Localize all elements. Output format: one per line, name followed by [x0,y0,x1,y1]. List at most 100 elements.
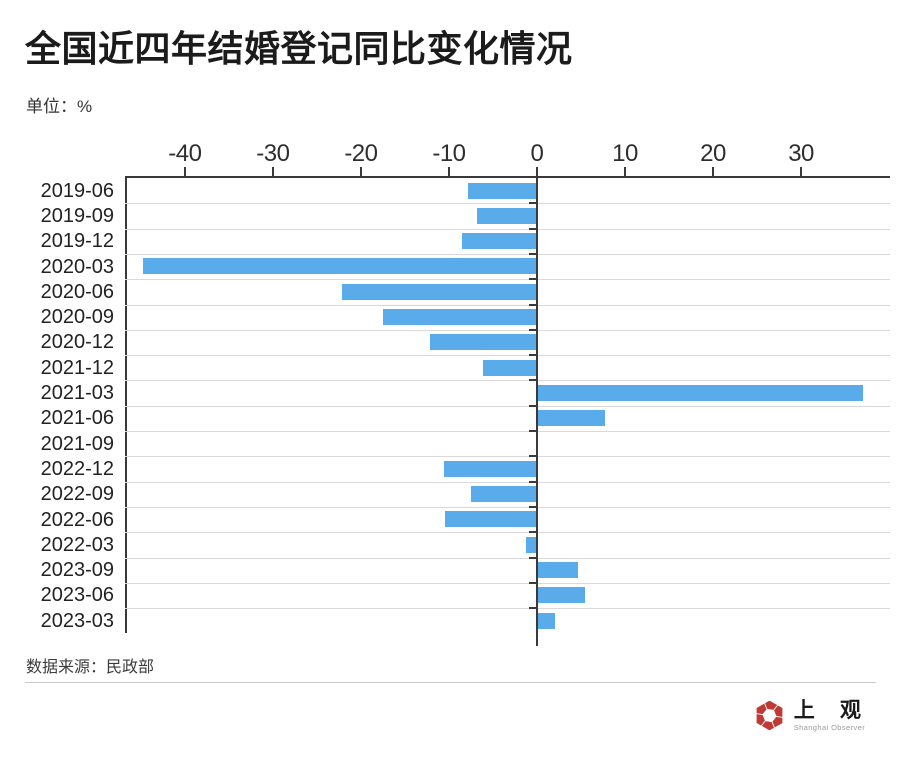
x-axis-tick [183,167,186,176]
gridline [125,532,890,534]
x-tick-label: 10 [612,140,638,167]
bar [477,207,537,224]
zero-axis-tick [528,480,536,483]
zero-axis-tick [528,430,536,432]
aperture-hexagon-icon [753,700,785,731]
x-axis-tick [447,167,450,176]
bar-chart: -40 -30 -20 -10 0 10 20 30 2019-06 2019-09 2019-1… [40,140,890,646]
zero-axis-tick [528,556,536,559]
y-category-label: 2023-06 [40,584,114,607]
y-category-label: 2023-03 [40,609,114,632]
plot-area [125,167,890,646]
zero-axis-tick [528,252,536,255]
x-tick-label: -30 [256,140,290,167]
bar [470,486,537,503]
footer-divider [25,682,876,683]
y-category-label: 2020-06 [40,280,114,303]
zero-axis-tick [528,328,536,331]
gridline [125,253,890,255]
y-category-label: 2019-09 [40,204,114,227]
bar [382,309,537,325]
logo-text-block: 上 观 Shanghai Observer [793,697,870,733]
y-category-label: 2020-03 [40,255,114,278]
source-label: 数据来源：民政部 [26,659,155,676]
y-category-label: 2023-09 [40,559,114,582]
zero-axis-tick [528,278,536,281]
bar [468,182,537,199]
zero-axis-tick [528,531,536,534]
plot-left-border [125,176,127,633]
zero-axis-line [535,176,538,646]
zero-axis-tick [528,227,536,230]
gridline [125,481,890,483]
x-tick-label: -20 [344,140,378,167]
bar [445,511,537,528]
y-category-label: 2022-12 [40,457,114,480]
zero-axis-tick [528,354,536,357]
y-category-label: 2019-12 [40,230,114,253]
gridline [125,456,890,458]
gridline [125,608,890,610]
y-category-label: 2021-12 [40,356,114,379]
bar [483,359,537,376]
y-category-label: 2020-09 [40,306,114,329]
x-axis-tick [712,167,715,176]
bar [537,587,585,604]
y-category-label: 2019-06 [40,179,114,202]
y-category-label: 2021-09 [40,432,114,455]
bar [526,536,537,553]
shanghai-observer-logo: 上 观 Shanghai Observer [753,697,870,733]
zero-axis-tick [528,303,536,306]
bar [537,384,863,401]
gridline [125,304,890,306]
zero-axis-tick [528,581,536,584]
zero-axis-tick [528,505,536,508]
bar [462,233,537,250]
logo-cn-text: 上 观 [793,697,870,722]
gridline [125,203,890,205]
x-axis-tick [535,167,538,176]
bar [429,334,537,351]
gridline [125,380,890,382]
zero-axis-tick [528,455,536,458]
gridline [125,506,890,508]
zero-axis-tick [528,607,536,610]
gridline [125,228,890,230]
x-axis-line [125,176,890,178]
bar [443,460,537,477]
bar [537,612,555,629]
x-tick-label: 20 [700,140,726,167]
bar [143,258,537,275]
x-tick-label: -40 [168,140,202,167]
y-category-label: 2021-03 [40,382,114,405]
gridline [125,279,890,281]
page-title: 全国近四年结婚登记同比变化情况 [25,28,573,69]
gridline [125,405,890,407]
gridline [125,557,890,559]
zero-axis-tick [528,202,536,205]
y-category-label: 2022-06 [40,508,114,531]
y-category-label: 2022-03 [40,533,114,556]
unit-label: 单位：% [26,97,93,116]
gridline [125,431,890,432]
gridline [125,582,890,584]
y-category-label: 2020-12 [40,331,114,354]
zero-axis-tick [528,379,536,382]
zero-axis-tick [528,404,536,407]
bar [537,410,605,427]
gridline [125,355,890,357]
x-axis-tick [800,167,803,176]
x-tick-label: -10 [432,140,466,167]
x-axis-tick [359,167,362,176]
logo-en-text: Shanghai Observer [793,723,866,732]
bar [341,283,537,300]
x-axis-tick [624,167,626,176]
x-tick-label: 30 [788,140,814,167]
gridline [125,329,890,331]
bar [537,562,578,578]
x-axis-tick [271,167,274,176]
y-category-label: 2022-09 [40,483,114,506]
x-tick-label: 0 [530,140,544,167]
y-category-label: 2021-06 [40,407,114,430]
